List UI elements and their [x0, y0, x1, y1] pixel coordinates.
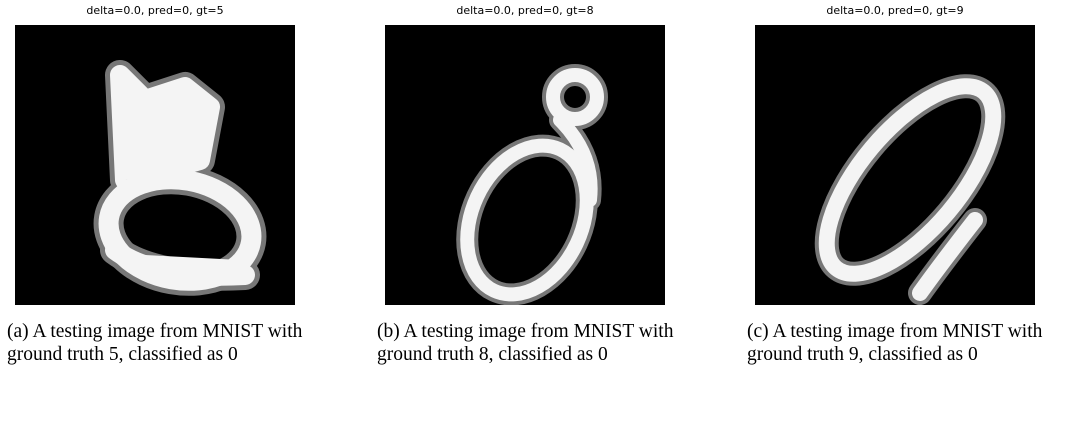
image-title: delta=0.0, pred=0, gt=8 [456, 4, 594, 17]
digit-image [755, 25, 1035, 305]
caption: (b) A testing image from MNIST with grou… [377, 321, 674, 365]
digit-image [385, 25, 665, 305]
caption: (c) A testing image from MNIST with grou… [747, 321, 1043, 365]
caption: (a) A testing image from MNIST with grou… [7, 321, 303, 365]
digit-image [15, 25, 295, 305]
image-title: delta=0.0, pred=0, gt=9 [826, 4, 964, 17]
image-title: delta=0.0, pred=0, gt=5 [86, 4, 224, 17]
